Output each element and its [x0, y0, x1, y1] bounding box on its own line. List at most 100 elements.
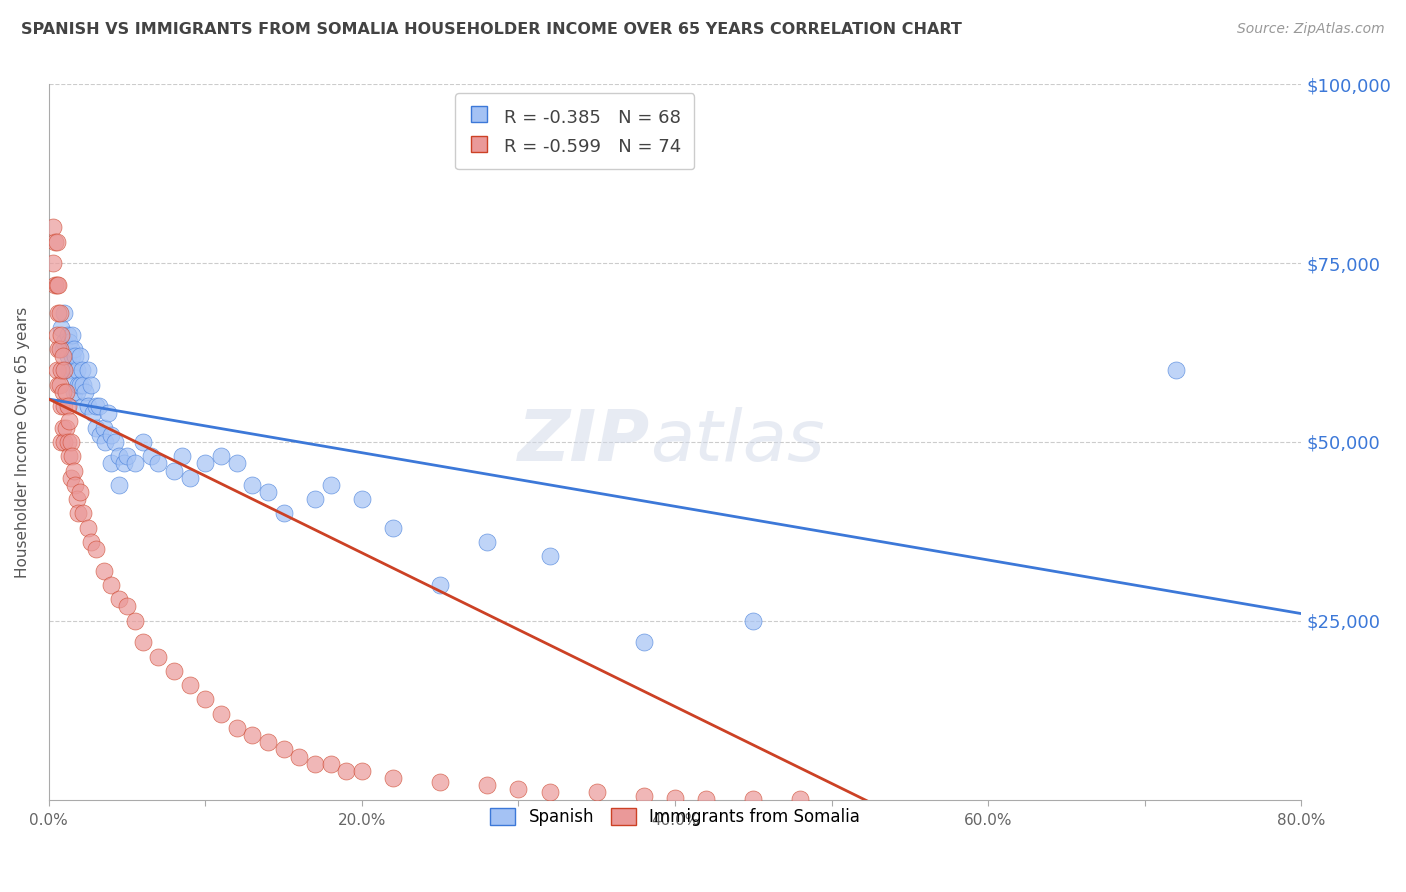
- Point: [53, 363, 76, 377]
- Point: [695, 792, 717, 806]
- Point: [508, 781, 530, 796]
- Point: [69, 485, 91, 500]
- Point: [48, 306, 70, 320]
- Point: [59, 342, 82, 356]
- Point: [304, 756, 326, 771]
- Point: [44, 235, 66, 249]
- Point: [67, 507, 90, 521]
- Point: [53, 306, 76, 320]
- Point: [538, 785, 561, 799]
- Point: [789, 792, 811, 806]
- Point: [77, 521, 100, 535]
- Point: [46, 306, 69, 320]
- Text: SPANISH VS IMMIGRANTS FROM SOMALIA HOUSEHOLDER INCOME OVER 65 YEARS CORRELATION : SPANISH VS IMMIGRANTS FROM SOMALIA HOUSE…: [21, 22, 962, 37]
- Point: [225, 721, 247, 735]
- Point: [585, 785, 607, 799]
- Point: [273, 742, 295, 756]
- Point: [69, 377, 91, 392]
- Point: [124, 614, 146, 628]
- Point: [42, 220, 65, 235]
- Point: [62, 363, 84, 377]
- Point: [51, 320, 73, 334]
- Point: [475, 535, 498, 549]
- Point: [77, 399, 100, 413]
- Point: [100, 457, 122, 471]
- Point: [97, 406, 120, 420]
- Point: [94, 434, 117, 449]
- Point: [56, 327, 79, 342]
- Point: [115, 450, 138, 464]
- Point: [59, 471, 82, 485]
- Point: [55, 384, 77, 399]
- Point: [45, 235, 67, 249]
- Point: [240, 728, 263, 742]
- Point: [56, 434, 79, 449]
- Point: [240, 478, 263, 492]
- Point: [179, 471, 201, 485]
- Point: [319, 756, 342, 771]
- Point: [100, 578, 122, 592]
- Point: [45, 327, 67, 342]
- Point: [56, 349, 79, 363]
- Point: [44, 277, 66, 292]
- Point: [72, 377, 94, 392]
- Point: [55, 420, 77, 434]
- Point: [148, 457, 170, 471]
- Point: [633, 789, 655, 803]
- Point: [58, 363, 80, 377]
- Point: [84, 399, 107, 413]
- Point: [89, 427, 111, 442]
- Point: [350, 492, 373, 507]
- Point: [46, 377, 69, 392]
- Point: [131, 434, 153, 449]
- Point: [53, 363, 76, 377]
- Point: [112, 457, 135, 471]
- Point: [108, 592, 131, 607]
- Point: [633, 635, 655, 649]
- Point: [382, 521, 405, 535]
- Point: [58, 450, 80, 464]
- Y-axis label: Householder Income Over 65 years: Householder Income Over 65 years: [15, 306, 30, 578]
- Point: [52, 420, 75, 434]
- Point: [51, 363, 73, 377]
- Point: [60, 349, 83, 363]
- Point: [58, 334, 80, 349]
- Point: [65, 478, 87, 492]
- Text: ZIP: ZIP: [517, 408, 650, 476]
- Point: [429, 578, 451, 592]
- Point: [209, 450, 232, 464]
- Point: [84, 542, 107, 557]
- Point: [225, 457, 247, 471]
- Point: [70, 363, 93, 377]
- Point: [103, 434, 125, 449]
- Point: [46, 277, 69, 292]
- Point: [51, 327, 73, 342]
- Point: [742, 792, 765, 806]
- Point: [46, 342, 69, 356]
- Point: [319, 478, 342, 492]
- Point: [124, 457, 146, 471]
- Point: [163, 664, 186, 678]
- Point: [538, 549, 561, 564]
- Point: [163, 464, 186, 478]
- Point: [69, 349, 91, 363]
- Point: [45, 277, 67, 292]
- Point: [66, 492, 89, 507]
- Point: [48, 342, 70, 356]
- Point: [53, 434, 76, 449]
- Point: [53, 399, 76, 413]
- Point: [51, 399, 73, 413]
- Point: [139, 450, 162, 464]
- Point: [82, 406, 104, 420]
- Point: [115, 599, 138, 614]
- Point: [257, 735, 280, 749]
- Point: [65, 370, 87, 384]
- Point: [60, 450, 83, 464]
- Point: [60, 327, 83, 342]
- Point: [179, 678, 201, 692]
- Point: [475, 778, 498, 792]
- Point: [350, 764, 373, 778]
- Point: [62, 342, 84, 356]
- Legend: Spanish, Immigrants from Somalia: Spanish, Immigrants from Somalia: [482, 799, 868, 834]
- Point: [148, 649, 170, 664]
